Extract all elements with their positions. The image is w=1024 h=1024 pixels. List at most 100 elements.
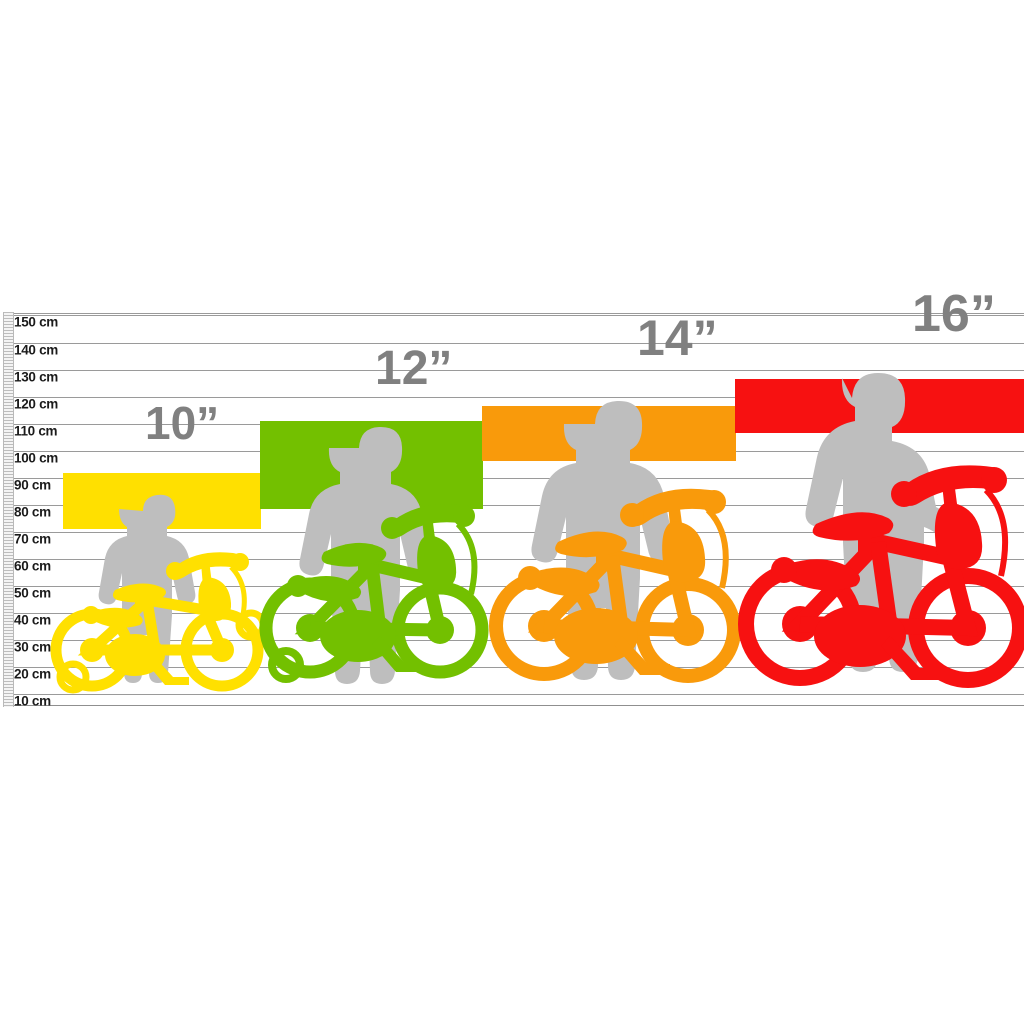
ruler-tick <box>4 408 13 409</box>
ruler-tick <box>4 702 13 703</box>
ruler-tick <box>4 705 13 706</box>
ruler-tick <box>4 678 13 679</box>
ruler-tick <box>4 504 13 505</box>
ruler-tick <box>4 351 13 352</box>
ruler-tick <box>4 699 13 700</box>
ruler-tick <box>4 552 13 553</box>
ruler-tick <box>4 411 13 412</box>
ruler-tick <box>4 567 13 568</box>
tick-label-120cm: 120 cm <box>14 396 58 412</box>
ruler-tick <box>4 606 13 607</box>
size-caption-2: 14” <box>637 310 718 366</box>
ruler-tick <box>4 684 13 685</box>
ruler-tick <box>4 693 13 694</box>
ruler-tick <box>4 390 13 391</box>
gridline-baseline <box>12 705 1024 706</box>
ruler-tick <box>4 420 13 421</box>
ruler-tick <box>4 549 13 550</box>
ruler-strip <box>3 312 14 707</box>
ruler-tick <box>4 621 13 622</box>
gridline-30cm <box>12 640 1024 641</box>
ruler-tick <box>4 432 13 433</box>
ruler-tick <box>4 543 13 544</box>
ruler-tick <box>4 657 13 658</box>
ruler-tick <box>4 633 13 634</box>
ruler-tick <box>4 333 13 334</box>
gridline-140cm <box>12 343 1024 344</box>
ruler-tick <box>4 531 13 532</box>
ruler-tick <box>4 534 13 535</box>
ruler-tick <box>4 591 13 592</box>
ruler-tick <box>4 594 13 595</box>
ruler-tick <box>4 495 13 496</box>
ruler-tick <box>4 441 13 442</box>
figure-14in <box>489 400 741 710</box>
ruler-tick <box>4 414 13 415</box>
ruler-tick <box>4 456 13 457</box>
tick-label-80cm: 80 cm <box>14 504 51 520</box>
ruler-tick <box>4 582 13 583</box>
bicycle-16in <box>738 465 1024 688</box>
ruler-tick <box>4 564 13 565</box>
ruler-tick <box>4 321 13 322</box>
ruler-tick <box>4 654 13 655</box>
ruler-tick <box>4 639 13 640</box>
ruler-tick <box>4 519 13 520</box>
tick-label-110cm: 110 cm <box>14 423 58 439</box>
tick-label-140cm: 140 cm <box>14 342 58 358</box>
gridline-90cm <box>12 478 1024 479</box>
ruler-tick <box>4 558 13 559</box>
ruler-tick <box>4 387 13 388</box>
size-caption-3: 16” <box>912 285 996 343</box>
ruler-tick <box>4 354 13 355</box>
ruler-tick <box>4 570 13 571</box>
ruler-tick <box>4 660 13 661</box>
ruler-tick <box>4 696 13 697</box>
ruler-tick <box>4 669 13 670</box>
ruler-tick <box>4 540 13 541</box>
ruler-tick <box>4 372 13 373</box>
ruler-tick <box>4 369 13 370</box>
tick-label-70cm: 70 cm <box>14 531 51 547</box>
ruler-tick <box>4 681 13 682</box>
figure-12in <box>259 426 490 710</box>
ruler-tick <box>4 501 13 502</box>
ruler-tick <box>4 474 13 475</box>
ruler-tick <box>4 636 13 637</box>
ruler-tick <box>4 444 13 445</box>
ruler-tick <box>4 648 13 649</box>
ruler-tick <box>4 312 13 313</box>
size-caption-0: 10” <box>145 397 220 449</box>
ruler-tick <box>4 489 13 490</box>
ruler-tick <box>4 396 13 397</box>
gridline-60cm <box>12 559 1024 560</box>
ruler-tick <box>4 516 13 517</box>
ruler-tick <box>4 645 13 646</box>
ruler-tick <box>4 447 13 448</box>
ruler-tick <box>4 675 13 676</box>
tick-label-50cm: 50 cm <box>14 585 51 601</box>
ruler-tick <box>4 357 13 358</box>
ruler-tick <box>4 330 13 331</box>
ruler-tick <box>4 378 13 379</box>
ruler-tick <box>4 561 13 562</box>
ruler-tick <box>4 402 13 403</box>
gridline-top <box>12 313 1024 314</box>
ruler-tick <box>4 597 13 598</box>
ruler-tick <box>4 525 13 526</box>
ruler-tick <box>4 477 13 478</box>
ruler-tick <box>4 336 13 337</box>
bicycle-12in <box>259 504 489 683</box>
ruler-tick <box>4 363 13 364</box>
gridline-130cm <box>12 370 1024 371</box>
tick-label-60cm: 60 cm <box>14 558 51 574</box>
ruler-tick <box>4 615 13 616</box>
ruler-tick <box>4 603 13 604</box>
ruler-tick <box>4 546 13 547</box>
gridline-120cm <box>12 397 1024 398</box>
ruler-tick <box>4 318 13 319</box>
ruler-tick <box>4 405 13 406</box>
ruler-tick <box>4 315 13 316</box>
ruler-tick <box>4 600 13 601</box>
tick-label-150cm: 150 cm <box>14 314 58 330</box>
